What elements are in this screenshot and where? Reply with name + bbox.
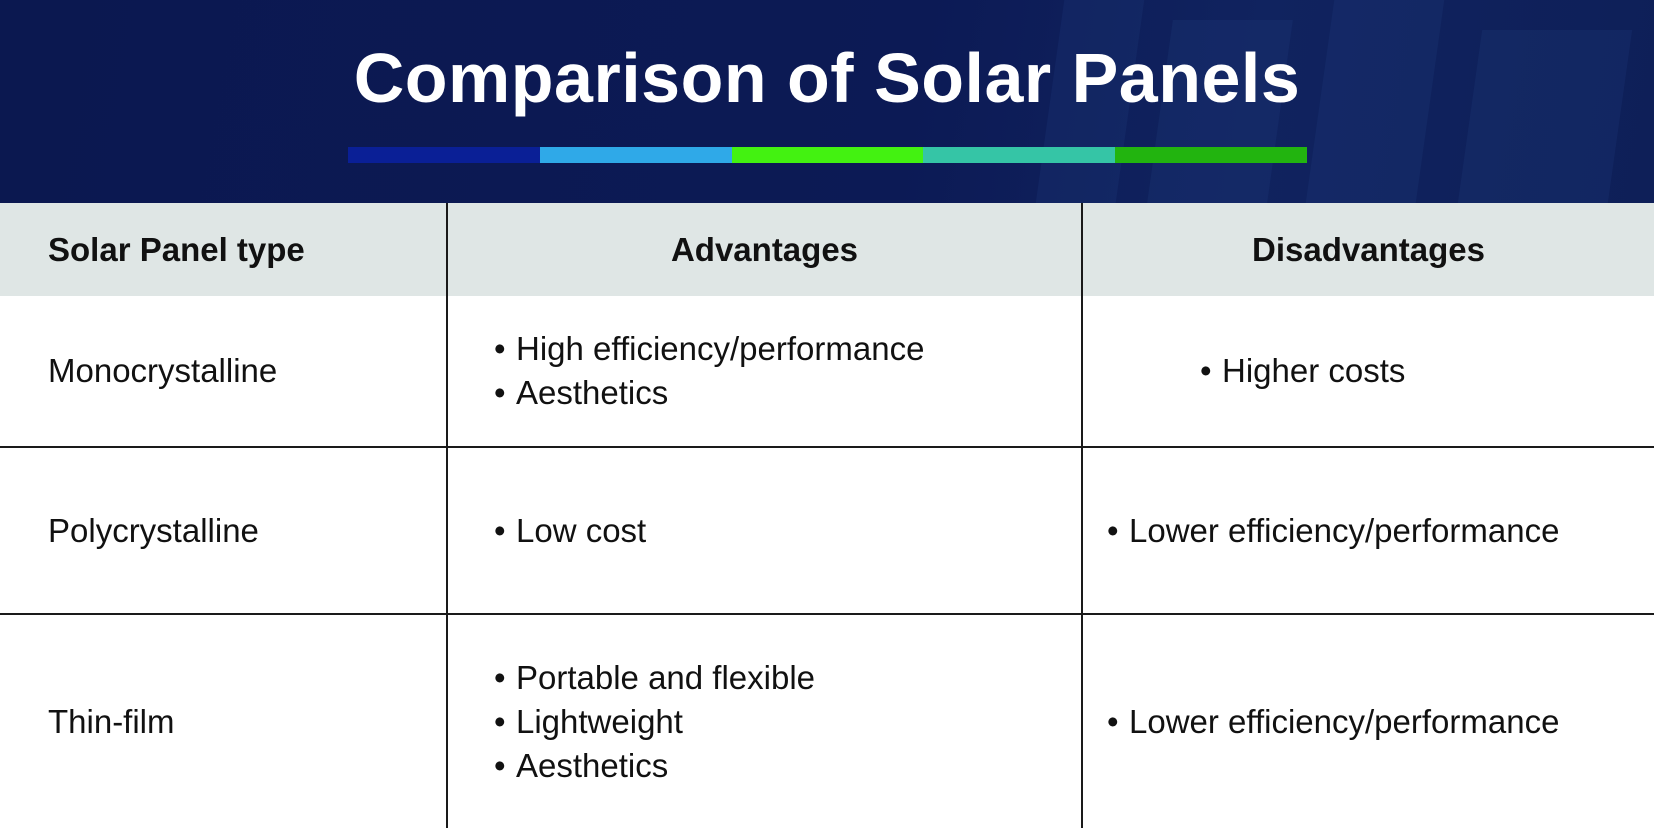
advantages-list: High efficiency/performance Aesthetics bbox=[494, 327, 1081, 415]
table-row: Monocrystalline High efficiency/performa… bbox=[0, 296, 1654, 448]
panel-type-cell: Monocrystalline bbox=[0, 296, 448, 448]
color-bar-segment bbox=[348, 147, 540, 163]
list-item: Aesthetics bbox=[494, 371, 1081, 415]
header-banner: Comparison of Solar Panels bbox=[0, 0, 1654, 203]
list-item: Lower efficiency/performance bbox=[1107, 700, 1654, 744]
comparison-table-wrapper: Solar Panel type Advantages Disadvantage… bbox=[0, 203, 1654, 828]
disadvantages-cell: Higher costs bbox=[1082, 296, 1654, 448]
color-bar-segment bbox=[539, 147, 732, 163]
table-row: Thin-film Portable and flexible Lightwei… bbox=[0, 614, 1654, 828]
list-item: Lightweight bbox=[494, 700, 1081, 744]
table-header-row: Solar Panel type Advantages Disadvantage… bbox=[0, 203, 1654, 296]
color-bar-segment bbox=[923, 147, 1116, 163]
panel-type-cell: Thin-film bbox=[0, 614, 448, 828]
color-bar-segment bbox=[731, 147, 924, 163]
advantages-list: Low cost bbox=[494, 509, 1081, 553]
color-bar bbox=[348, 147, 1307, 163]
advantages-cell: High efficiency/performance Aesthetics bbox=[447, 296, 1083, 448]
list-item: High efficiency/performance bbox=[494, 327, 1081, 371]
advantages-list: Portable and flexible Lightweight Aesthe… bbox=[494, 656, 1081, 788]
header-disadvantages: Disadvantages bbox=[1252, 230, 1485, 268]
list-item: Higher costs bbox=[1200, 349, 1654, 393]
advantages-cell: Portable and flexible Lightweight Aesthe… bbox=[447, 614, 1083, 828]
color-bar-segment bbox=[1115, 147, 1307, 163]
disadvantages-cell: Lower efficiency/performance bbox=[1082, 614, 1654, 828]
list-item: Lower efficiency/performance bbox=[1107, 509, 1654, 553]
table-row: Polycrystalline Low cost Lower efficienc… bbox=[0, 447, 1654, 615]
disadvantages-list: Lower efficiency/performance bbox=[1107, 509, 1654, 553]
list-item: Low cost bbox=[494, 509, 1081, 553]
list-item: Portable and flexible bbox=[494, 656, 1081, 700]
disadvantages-list: Higher costs bbox=[1200, 349, 1654, 393]
disadvantages-cell: Lower efficiency/performance bbox=[1082, 447, 1654, 615]
page-title: Comparison of Solar Panels bbox=[353, 39, 1301, 117]
header-solar-panel-type: Solar Panel type bbox=[0, 203, 448, 296]
advantages-cell: Low cost bbox=[447, 447, 1083, 615]
header-advantages: Advantages bbox=[447, 203, 1083, 296]
list-item: Aesthetics bbox=[494, 744, 1081, 788]
comparison-table: Solar Panel type Advantages Disadvantage… bbox=[0, 203, 1654, 828]
panel-type-cell: Polycrystalline bbox=[0, 447, 448, 615]
disadvantages-list: Lower efficiency/performance bbox=[1107, 700, 1654, 744]
